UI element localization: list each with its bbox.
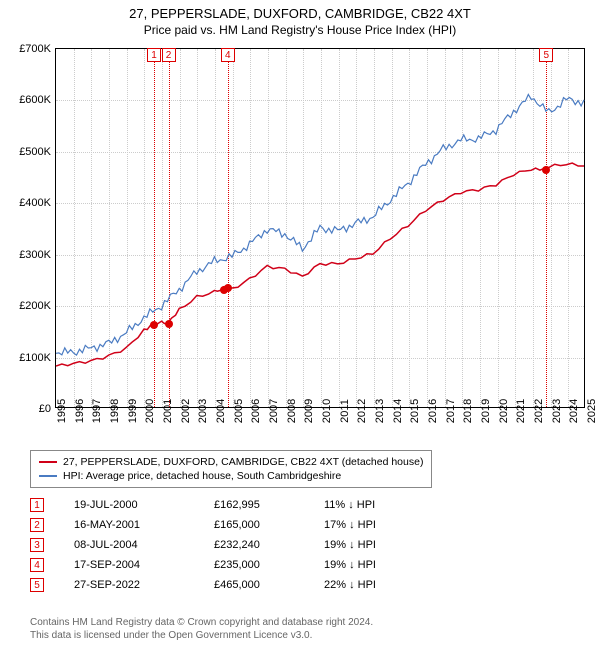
chart-title: 27, PEPPERSLADE, DUXFORD, CAMBRIDGE, CB2… [0, 6, 600, 21]
sale-diff: 17% ↓ HPI [324, 519, 414, 531]
y-axis-label: £700K [1, 43, 51, 55]
x-axis-label: 2025 [586, 399, 598, 423]
sales-table: 1 19-JUL-2000 £162,995 11% ↓ HPI 2 16-MAY-200… [30, 495, 414, 595]
sale-price: £232,240 [214, 539, 294, 551]
table-row: 3 08-JUL-2004 £232,240 19% ↓ HPI [30, 535, 414, 555]
y-axis-label: £600K [1, 94, 51, 106]
y-axis-label: £100K [1, 352, 51, 364]
legend-row: 27, PEPPERSLADE, DUXFORD, CAMBRIDGE, CB2… [39, 455, 423, 469]
sale-diff: 19% ↓ HPI [324, 559, 414, 571]
table-row: 4 17-SEP-2004 £235,000 19% ↓ HPI [30, 555, 414, 575]
sale-index: 2 [30, 518, 44, 532]
sale-price: £235,000 [214, 559, 294, 571]
y-axis-label: £400K [1, 197, 51, 209]
sale-index: 5 [30, 578, 44, 592]
chart-subtitle: Price paid vs. HM Land Registry's House … [0, 23, 600, 37]
table-row: 2 16-MAY-2001 £165,000 17% ↓ HPI [30, 515, 414, 535]
sale-date: 16-MAY-2001 [74, 519, 184, 531]
legend: 27, PEPPERSLADE, DUXFORD, CAMBRIDGE, CB2… [30, 450, 432, 488]
sale-price: £165,000 [214, 519, 294, 531]
sale-diff: 11% ↓ HPI [324, 499, 414, 511]
legend-label: 27, PEPPERSLADE, DUXFORD, CAMBRIDGE, CB2… [63, 456, 423, 468]
y-axis-label: £0 [1, 403, 51, 415]
sale-diff: 22% ↓ HPI [324, 579, 414, 591]
sale-dot [542, 166, 550, 174]
footer-line-1: Contains HM Land Registry data © Crown c… [30, 616, 373, 629]
sale-dot [224, 284, 232, 292]
legend-swatch [39, 475, 57, 477]
series-property [56, 163, 584, 366]
chart-plot-area: £0£100K£200K£300K£400K£500K£600K£700K199… [55, 48, 585, 408]
sale-price: £162,995 [214, 499, 294, 511]
footer-line-2: This data is licensed under the Open Gov… [30, 629, 373, 642]
y-axis-label: £300K [1, 249, 51, 261]
sale-diff: 19% ↓ HPI [324, 539, 414, 551]
sale-index: 4 [30, 558, 44, 572]
sale-index: 1 [30, 498, 44, 512]
legend-row: HPI: Average price, detached house, Sout… [39, 469, 423, 483]
table-row: 5 27-SEP-2022 £465,000 22% ↓ HPI [30, 575, 414, 595]
sale-dot [150, 321, 158, 329]
legend-swatch [39, 461, 57, 463]
sale-date: 19-JUL-2000 [74, 499, 184, 511]
footer-text: Contains HM Land Registry data © Crown c… [30, 616, 373, 642]
sale-dot [165, 320, 173, 328]
table-row: 1 19-JUL-2000 £162,995 11% ↓ HPI [30, 495, 414, 515]
sale-date: 08-JUL-2004 [74, 539, 184, 551]
sale-price: £465,000 [214, 579, 294, 591]
legend-label: HPI: Average price, detached house, Sout… [63, 470, 341, 482]
y-axis-label: £500K [1, 146, 51, 158]
y-axis-label: £200K [1, 300, 51, 312]
sale-date: 27-SEP-2022 [74, 579, 184, 591]
sale-date: 17-SEP-2004 [74, 559, 184, 571]
series-hpi [56, 94, 584, 355]
sale-index: 3 [30, 538, 44, 552]
